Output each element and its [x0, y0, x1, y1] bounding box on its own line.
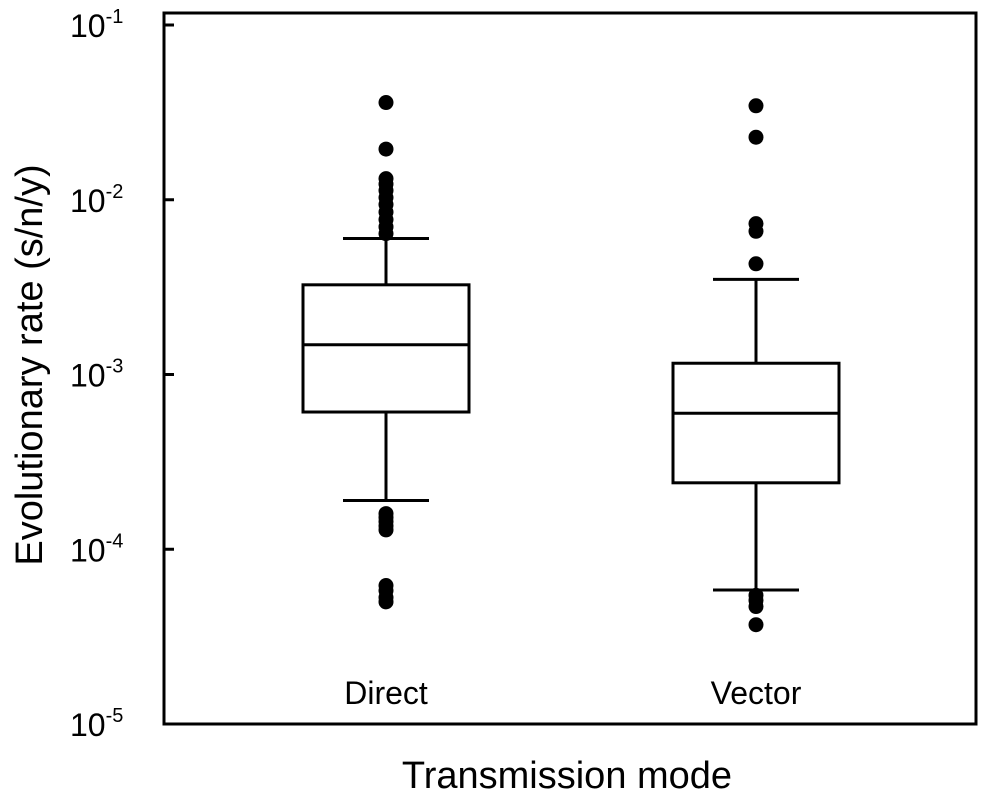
- x-axis-title: Transmission mode: [402, 755, 732, 797]
- outlier-point: [378, 594, 394, 610]
- category-label-vector: Vector: [711, 675, 802, 711]
- outlier-point: [748, 129, 764, 145]
- outlier-point: [748, 599, 764, 615]
- outlier-point: [378, 95, 394, 111]
- y-tick-label: 10-3: [70, 356, 123, 394]
- y-tick-label: 10-2: [70, 181, 123, 219]
- outlier-point: [378, 141, 394, 157]
- outlier-point: [748, 98, 764, 114]
- boxes-layer: [301, 95, 841, 633]
- y-tick-label: 10-4: [70, 530, 123, 568]
- outlier-point: [748, 256, 764, 272]
- y-axis-title: Evolutionary rate (s/n/y): [9, 164, 51, 565]
- y-axis: 10-1 10-2 10-3 10-4 10-5: [70, 6, 174, 743]
- iqr-box: [671, 361, 841, 485]
- category-label-direct: Direct: [344, 675, 428, 711]
- iqr-box: [301, 283, 471, 414]
- outlier-point: [378, 226, 394, 242]
- y-tick-label: 10-5: [70, 705, 123, 743]
- outlier-point: [748, 223, 764, 239]
- plot-frame: [162, 11, 978, 726]
- outlier-point: [748, 617, 764, 633]
- category-labels: Direct Vector: [344, 675, 801, 711]
- box-group-direct: [301, 95, 471, 610]
- y-tick-label: 10-1: [70, 6, 123, 44]
- box-group-vector: [671, 98, 841, 633]
- outlier-point: [378, 522, 394, 538]
